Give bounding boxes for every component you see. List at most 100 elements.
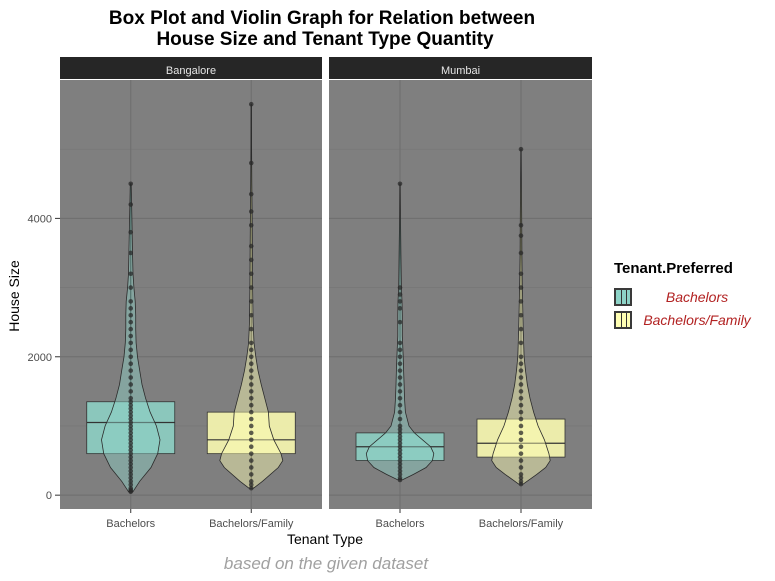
data-point xyxy=(248,409,254,415)
data-point xyxy=(518,475,524,481)
data-point xyxy=(248,271,254,277)
data-point xyxy=(397,299,403,304)
data-point xyxy=(248,416,254,422)
legend-label-bachelors: Bachelors xyxy=(665,288,729,305)
data-point xyxy=(248,451,254,456)
data-point xyxy=(128,465,134,470)
data-point xyxy=(397,368,403,373)
data-point xyxy=(397,375,403,380)
facet-strip-label: Bangalore xyxy=(166,65,216,77)
data-point xyxy=(128,229,134,235)
data-point xyxy=(248,465,254,470)
data-point xyxy=(518,382,524,387)
data-point xyxy=(397,319,403,325)
data-point xyxy=(128,382,134,387)
data-point xyxy=(397,409,403,415)
data-point xyxy=(248,191,254,197)
data-point xyxy=(518,423,524,429)
data-point xyxy=(128,444,134,450)
data-point xyxy=(518,312,524,318)
data-point xyxy=(518,472,524,477)
data-point xyxy=(397,347,403,353)
data-point xyxy=(128,319,134,325)
facet-strip-label: Mumbai xyxy=(441,65,480,77)
data-point xyxy=(128,409,134,415)
data-point xyxy=(128,306,134,311)
data-point xyxy=(128,434,134,439)
data-point xyxy=(248,243,254,249)
data-point xyxy=(128,420,134,425)
data-point xyxy=(128,312,134,318)
data-point xyxy=(397,292,403,297)
data-point xyxy=(248,395,254,401)
data-point xyxy=(248,257,254,263)
data-point xyxy=(397,475,403,481)
data-point xyxy=(397,437,403,443)
data-point xyxy=(128,347,134,353)
data-point xyxy=(248,389,254,394)
data-point xyxy=(248,437,254,443)
data-point xyxy=(397,340,403,346)
data-point xyxy=(518,285,524,290)
data-point xyxy=(518,326,524,332)
data-point xyxy=(248,444,254,450)
legend-item-bachelors-family: Bachelors/Family xyxy=(614,308,774,331)
data-point xyxy=(128,250,134,256)
data-point xyxy=(518,250,524,256)
y-axis-title: House Size xyxy=(6,260,22,332)
data-point xyxy=(248,299,254,304)
facet-strip xyxy=(329,57,592,79)
chart-title-line2: House Size and Tenant Type Quantity xyxy=(156,29,494,50)
data-point xyxy=(128,299,134,304)
data-point xyxy=(397,468,403,474)
data-point xyxy=(397,451,403,456)
data-point xyxy=(248,285,254,290)
data-point xyxy=(128,202,134,207)
data-point xyxy=(248,347,254,353)
data-point xyxy=(128,368,134,373)
data-point xyxy=(248,361,254,366)
x-tick-label: Bachelors xyxy=(376,518,425,530)
data-point xyxy=(518,409,524,415)
data-point xyxy=(518,451,524,456)
data-point xyxy=(397,389,403,394)
data-point xyxy=(248,482,254,488)
legend-key-bachelors xyxy=(614,287,632,306)
data-point xyxy=(397,427,403,432)
data-point xyxy=(128,413,134,418)
data-point xyxy=(128,454,134,460)
data-point xyxy=(248,458,254,463)
y-tick-label: 2000 xyxy=(28,352,52,364)
chart-caption: based on the given dataset xyxy=(224,554,429,573)
data-point xyxy=(397,416,403,422)
data-point xyxy=(518,416,524,422)
data-point xyxy=(128,479,134,484)
data-point xyxy=(128,402,134,408)
data-point xyxy=(518,465,524,470)
x-axis-title: Tenant Type xyxy=(287,531,363,547)
data-point xyxy=(128,389,134,394)
data-point xyxy=(518,361,524,366)
data-point xyxy=(248,430,254,436)
x-tick-label: Bachelors/Family xyxy=(479,518,564,530)
data-point xyxy=(128,468,134,474)
data-point xyxy=(128,475,134,481)
data-point xyxy=(248,340,254,346)
y-tick-label: 0 xyxy=(46,490,52,502)
data-point xyxy=(128,361,134,366)
data-point xyxy=(128,427,134,432)
data-point xyxy=(128,430,134,436)
facet-strip xyxy=(60,57,322,79)
data-point xyxy=(128,440,134,446)
data-point xyxy=(248,402,254,408)
data-point xyxy=(248,485,254,491)
legend-title: Tenant.Preferred xyxy=(614,260,733,277)
data-point xyxy=(128,340,134,346)
data-point xyxy=(128,423,134,429)
data-point xyxy=(397,434,403,439)
x-tick-label: Bachelors/Family xyxy=(209,518,294,530)
data-point xyxy=(518,223,524,228)
data-point xyxy=(397,465,403,470)
data-point xyxy=(128,375,134,380)
